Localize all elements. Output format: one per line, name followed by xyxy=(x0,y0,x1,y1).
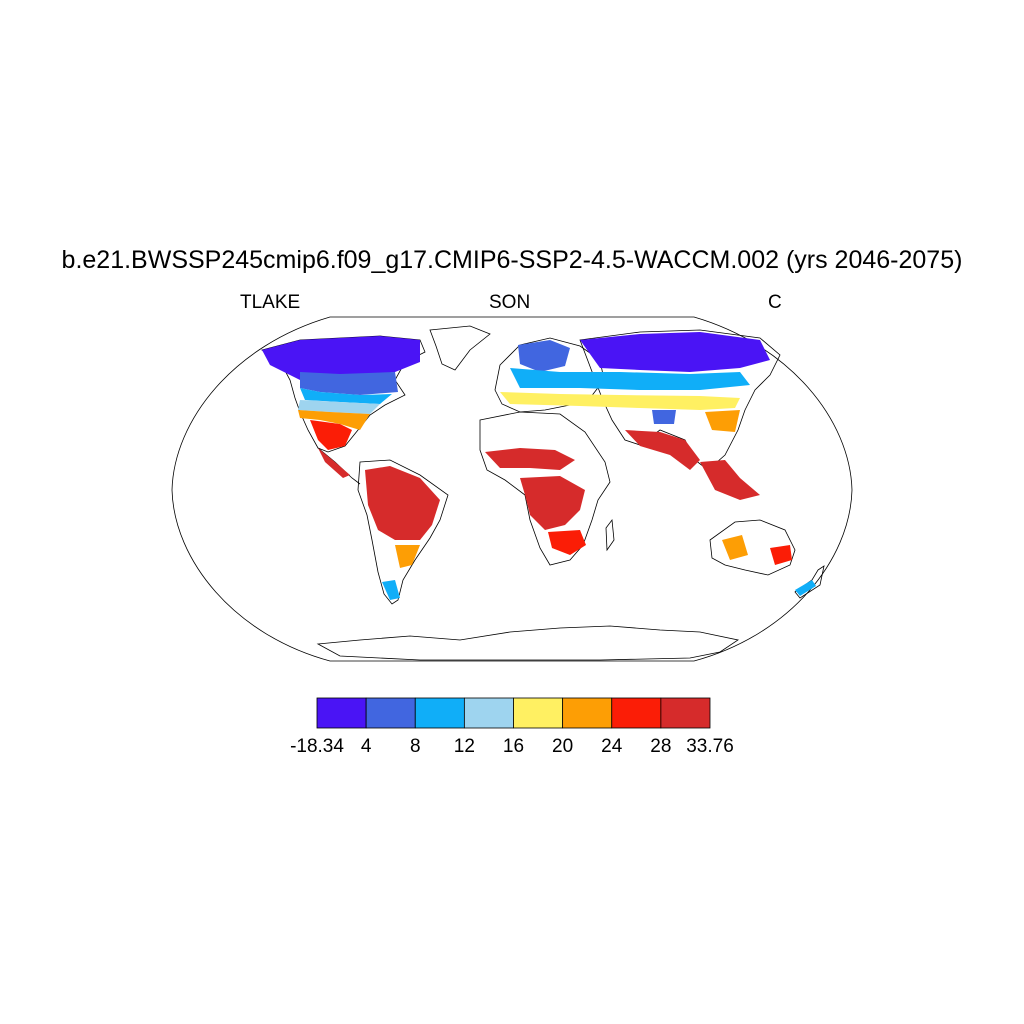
australia-coastline xyxy=(709,519,796,576)
field-north-america-cool xyxy=(300,372,398,395)
map-title: b.e21.BWSSP245cmip6.f09_g17.CMIP6-SSP2-4… xyxy=(61,246,963,274)
colorbar-tick-label: 4 xyxy=(360,736,372,757)
antarctica-coastline xyxy=(316,625,740,661)
colorbar-tick-label: 33.76 xyxy=(686,736,734,757)
lake-temperature-field xyxy=(262,332,816,600)
field-new-zealand xyxy=(795,580,816,596)
colorbar-box xyxy=(414,697,465,729)
field-africa-central xyxy=(520,476,585,530)
field-se-asia xyxy=(700,460,760,500)
season-label: SON xyxy=(489,292,531,313)
field-tibet xyxy=(652,410,676,424)
field-siberia xyxy=(580,332,770,372)
field-south-america xyxy=(365,466,440,540)
colorbar-box xyxy=(316,697,367,729)
greenland-coastline xyxy=(429,325,491,371)
colorbar-box xyxy=(611,697,662,729)
colorbar-box xyxy=(562,697,613,729)
field-china-warm xyxy=(705,410,740,432)
field-africa-north xyxy=(485,448,575,470)
field-south-asia xyxy=(625,430,700,470)
madagascar-coastline xyxy=(605,518,615,552)
field-north-america-mid xyxy=(300,388,392,404)
field-central-america xyxy=(318,448,350,478)
field-patagonia xyxy=(382,580,400,600)
field-north-america-hot xyxy=(310,420,352,450)
colorbar-tick-label: 8 xyxy=(409,736,421,757)
map-frame xyxy=(171,316,853,662)
field-scandinavia xyxy=(518,340,570,372)
field-australia-east xyxy=(770,545,792,565)
field-eurasia-mid xyxy=(510,368,750,390)
asia-coastline xyxy=(579,329,781,471)
units-label: C xyxy=(768,292,782,313)
field-south-america-south xyxy=(395,545,420,568)
colorbar-box xyxy=(365,697,416,729)
field-eurasia-south xyxy=(500,392,740,410)
colorbar-tick-label: 16 xyxy=(502,736,525,757)
variable-label: TLAKE xyxy=(240,292,301,313)
colorbar-tick-label: 12 xyxy=(453,736,475,757)
field-north-america-cold xyxy=(262,336,420,380)
africa-coastline xyxy=(479,411,611,566)
field-australia xyxy=(722,535,748,560)
colorbar-box xyxy=(513,697,564,729)
colorbar-tick-label: 28 xyxy=(650,736,672,757)
field-north-america-warm xyxy=(298,410,370,430)
colorbar-tick-label: -18.34 xyxy=(290,736,344,757)
field-north-america-light xyxy=(298,400,380,414)
colorbar-box xyxy=(660,697,711,729)
colorbar-tick-label: 20 xyxy=(552,736,574,757)
field-africa-south xyxy=(548,530,586,555)
colorbar-box xyxy=(463,697,514,729)
south-america-coastline xyxy=(357,459,449,605)
colorbar-tick-label: 24 xyxy=(601,736,623,757)
